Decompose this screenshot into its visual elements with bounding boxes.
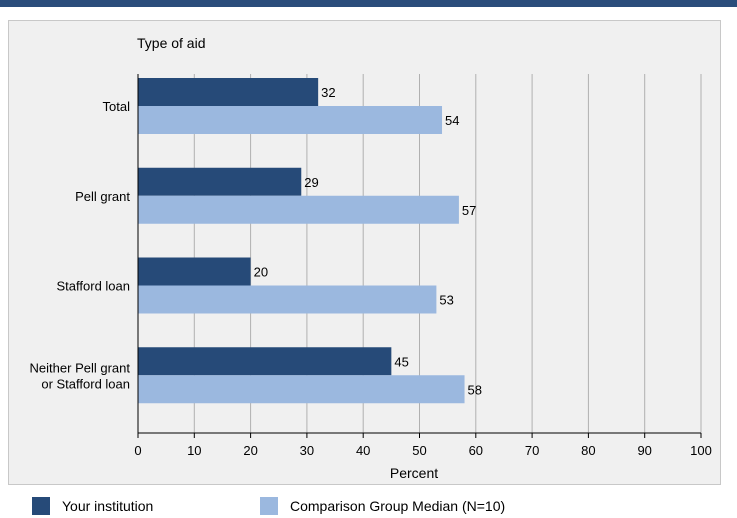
data-label: 53: [439, 293, 453, 308]
x-tick-label: 90: [637, 443, 651, 458]
legend: Your institution Comparison Group Median…: [8, 490, 721, 518]
legend-item-your-institution: Your institution: [32, 497, 153, 515]
category-label: Pell grant: [75, 189, 130, 204]
data-label: 29: [304, 175, 318, 190]
legend-label-your-institution: Your institution: [62, 498, 154, 514]
x-tick-label: 0: [134, 443, 141, 458]
data-label: 54: [445, 113, 459, 128]
x-tick-label: 40: [356, 443, 370, 458]
legend-label-comparison-group: Comparison Group Median (N=10): [290, 498, 506, 514]
bar: [138, 285, 437, 314]
chart-title: Type of aid: [137, 35, 206, 51]
legend-swatch-your-institution: [32, 497, 50, 515]
category-label: or Stafford loan: [41, 376, 130, 391]
bar: [138, 78, 319, 106]
x-tick-label: 70: [525, 443, 539, 458]
category-label: Total: [103, 99, 131, 114]
x-tick-label: 20: [243, 443, 257, 458]
legend-swatch-comparison-group: [260, 497, 278, 515]
x-tick-label: 100: [690, 443, 712, 458]
bar: [138, 167, 302, 196]
x-tick-label: 30: [300, 443, 314, 458]
x-axis-label: Percent: [390, 465, 438, 481]
bar: [138, 106, 443, 134]
data-label: 32: [321, 85, 335, 100]
x-tick-label: 50: [412, 443, 426, 458]
data-label: 20: [254, 265, 268, 280]
category-label: Stafford loan: [57, 279, 130, 294]
x-tick-label: 60: [469, 443, 483, 458]
data-label: 45: [394, 354, 408, 369]
bar: [138, 375, 465, 404]
legend-item-comparison-group: Comparison Group Median (N=10): [260, 497, 505, 515]
bar: [138, 347, 392, 376]
category-label: Neither Pell grant: [30, 360, 131, 375]
bar: [138, 195, 459, 224]
top-accent-bar: [0, 0, 737, 7]
x-tick-label: 10: [187, 443, 201, 458]
bar: [138, 257, 251, 286]
x-tick-label: 80: [581, 443, 595, 458]
bar-chart: Type of aid 32 54 Total 29 57 Pell grant 20 53 S…: [30, 35, 712, 481]
chart-frame: Type of aid 32 54 Total 29 57 Pell grant 20 53 S…: [8, 20, 721, 485]
data-label: 58: [468, 382, 482, 397]
data-label: 57: [462, 203, 476, 218]
